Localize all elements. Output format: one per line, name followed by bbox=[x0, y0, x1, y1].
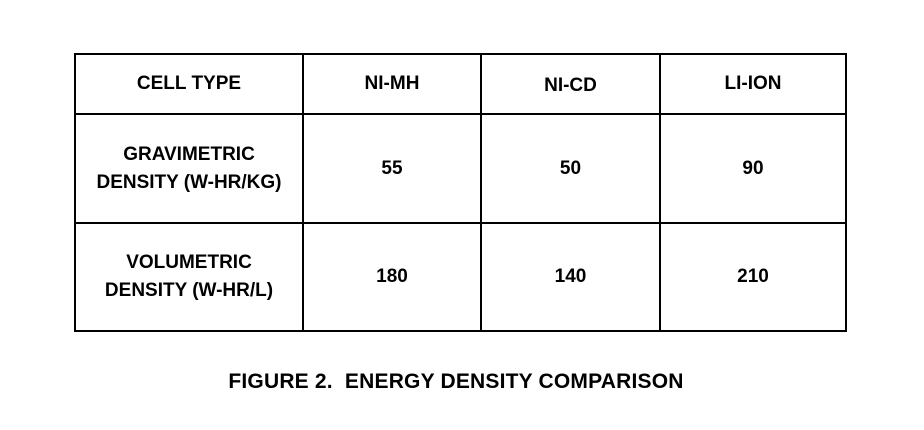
table-row-volumetric: VOLUMETRIC DENSITY (W-HR/L) 180 140 210 bbox=[74, 222, 847, 332]
energy-density-table: CELL TYPE NI-MH NI-CD LI-ION GRAVIMETRIC… bbox=[74, 53, 847, 332]
energy-density-table-container: CELL TYPE NI-MH NI-CD LI-ION GRAVIMETRIC… bbox=[74, 53, 847, 332]
header-ni-cd: NI-CD bbox=[480, 53, 661, 115]
cell-gravimetric-li-ion: 90 bbox=[659, 113, 847, 224]
cell-volumetric-li-ion: 210 bbox=[659, 222, 847, 332]
row-label-volumetric: VOLUMETRIC DENSITY (W-HR/L) bbox=[74, 222, 304, 332]
row-label-gravimetric: GRAVIMETRIC DENSITY (W-HR/KG) bbox=[74, 113, 304, 224]
header-ni-mh: NI-MH bbox=[302, 53, 482, 115]
figure-caption: FIGURE 2. ENERGY DENSITY COMPARISON bbox=[228, 370, 684, 393]
row-label-gravimetric-line2: DENSITY (W-HR/KG) bbox=[96, 171, 282, 193]
cell-gravimetric-ni-cd: 50 bbox=[480, 113, 661, 224]
table-row-gravimetric: GRAVIMETRIC DENSITY (W-HR/KG) 55 50 90 bbox=[74, 113, 847, 224]
cell-volumetric-ni-mh: 180 bbox=[302, 222, 482, 332]
row-label-volumetric-line1: VOLUMETRIC bbox=[126, 252, 252, 273]
header-li-ion: LI-ION bbox=[659, 53, 847, 115]
cell-volumetric-ni-cd: 140 bbox=[480, 222, 661, 332]
cell-gravimetric-ni-mh: 55 bbox=[302, 113, 482, 224]
row-label-gravimetric-line1: GRAVIMETRIC bbox=[123, 143, 255, 165]
row-label-volumetric-line2: DENSITY (W-HR/L) bbox=[104, 280, 274, 301]
table-header-row: CELL TYPE NI-MH NI-CD LI-ION bbox=[74, 53, 847, 115]
header-cell-type: CELL TYPE bbox=[74, 53, 304, 115]
